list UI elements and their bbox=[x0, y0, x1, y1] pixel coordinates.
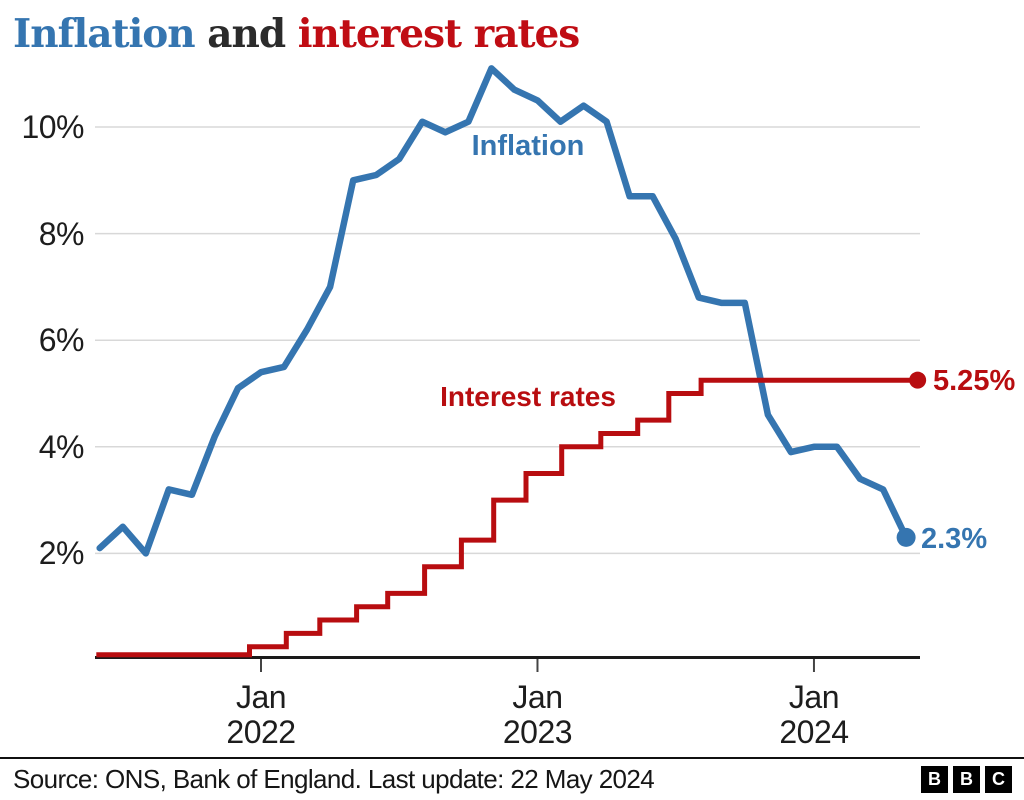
x-axis-label-year: 2023 bbox=[502, 714, 573, 750]
x-axis-label-jan-2022: Jan 2022 bbox=[191, 680, 331, 750]
inflation-end-dot bbox=[896, 527, 916, 547]
x-axis-label-month: Jan bbox=[235, 679, 287, 715]
plot-area bbox=[95, 65, 927, 672]
title-words-interest-rates: interest rates bbox=[297, 11, 581, 57]
interest-rates-series-label: Interest rates bbox=[440, 381, 616, 412]
x-axis-label-year: 2022 bbox=[226, 714, 296, 750]
x-axis-label-jan-2024: Jan 2024 bbox=[744, 680, 884, 750]
x-axis-label-month: Jan bbox=[512, 679, 563, 715]
x-axis-label-month: Jan bbox=[788, 679, 840, 715]
bbc-logo-letter: C bbox=[985, 766, 1012, 793]
source-caption: Source: ONS, Bank of England. Last updat… bbox=[13, 764, 655, 794]
inflation-line bbox=[96, 65, 910, 557]
bbc-logo-letter: B bbox=[953, 766, 980, 793]
y-axis-tick-label-4: 4% bbox=[38, 428, 85, 465]
title-word-and: and bbox=[194, 11, 298, 57]
x-axis-label-year: 2024 bbox=[779, 714, 849, 750]
title-word-inflation: Inflation bbox=[13, 11, 196, 57]
footer: Source: ONS, Bank of England. Last updat… bbox=[0, 757, 1024, 800]
chart-title: Inflation and interest rates bbox=[13, 10, 581, 58]
y-axis-tick-label-8: 8% bbox=[38, 215, 85, 252]
bbc-logo: B B C bbox=[921, 766, 1012, 793]
y-axis-tick-label-2: 2% bbox=[38, 535, 85, 572]
y-axis-tick-label-6: 6% bbox=[38, 322, 85, 359]
x-axis-label-jan-2023: Jan 2023 bbox=[467, 680, 607, 750]
interest-rates-line bbox=[96, 377, 918, 658]
inflation-end-value-label: 2.3% bbox=[921, 523, 988, 555]
interest-rate-end-dot bbox=[909, 371, 927, 389]
y-axis-tick-label-10: 10% bbox=[21, 109, 84, 145]
interest-rate-end-value-label: 5.25% bbox=[933, 365, 1016, 397]
inflation-series-label: Inflation bbox=[471, 130, 585, 162]
bbc-logo-letter: B bbox=[921, 766, 948, 793]
